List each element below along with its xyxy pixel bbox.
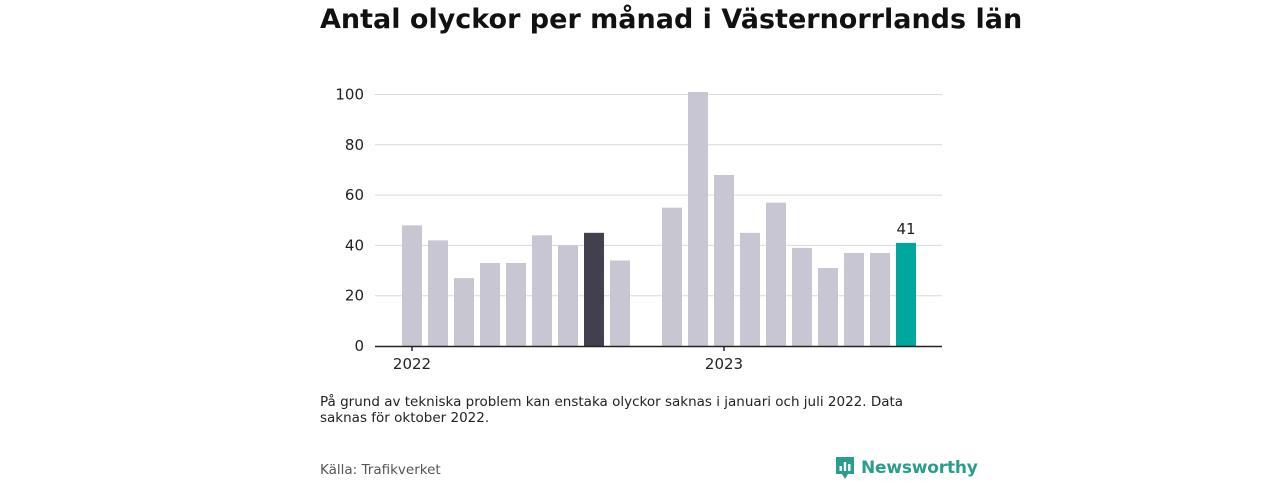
bar-2023-04 [792, 247, 812, 346]
brand-name: Newsworthy [861, 458, 978, 478]
bar-2023-06 [844, 252, 864, 346]
y-tick-label: 40 [345, 236, 364, 254]
newsworthy-logo-icon [836, 457, 854, 479]
bar-2022-09 [610, 260, 630, 346]
y-tick-label: 100 [335, 86, 364, 104]
x-tick-label-2023: 2023 [705, 355, 743, 373]
bar-2022-03 [454, 278, 474, 346]
bar-2022-01 [402, 225, 422, 346]
bar-2023-05 [818, 268, 838, 346]
y-tick-label: 0 [354, 337, 364, 355]
data-labels: 41 [896, 220, 915, 238]
brand-logo: Newsworthy [835, 455, 978, 481]
x-tick-label-2022: 2022 [393, 355, 431, 373]
bars [402, 91, 916, 346]
bar-2023-02 [740, 232, 760, 346]
y-tick-label: 60 [345, 186, 364, 204]
bar-2023-07 [870, 252, 890, 346]
bar-2022-05 [506, 263, 526, 346]
bar-2022-08 [584, 232, 604, 346]
bar-2022-06 [532, 235, 552, 346]
bar-2022-12 [688, 91, 708, 346]
bar-2023-01 [714, 174, 734, 346]
bar-2022-02 [428, 240, 448, 346]
y-axis-ticks: 0 20 40 60 80 100 [335, 86, 364, 356]
x-axis-ticks: 2022 2023 [393, 346, 743, 373]
y-tick-label: 20 [345, 287, 364, 305]
bar-2022-07 [558, 245, 578, 346]
bar-2022-11 [662, 207, 682, 346]
source-note: Källa: Trafikverket [320, 462, 441, 478]
chart-title: Antal olyckor per månad i Västernorrland… [320, 4, 1023, 35]
bar-2023-03 [766, 202, 786, 346]
footnote: På grund av tekniska problem kan enstaka… [320, 394, 904, 426]
bar-2022-04 [480, 263, 500, 346]
data-label-2023-08: 41 [896, 220, 915, 238]
y-tick-label: 80 [345, 136, 364, 154]
bar-2023-08 [896, 242, 916, 346]
